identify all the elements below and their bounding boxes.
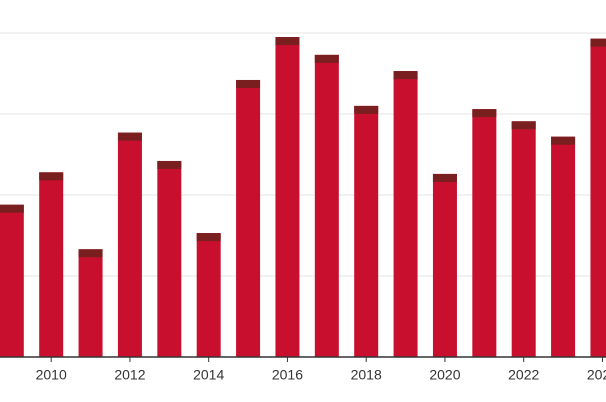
bar-cap: [511, 121, 536, 130]
bar-cap: [393, 71, 418, 80]
x-tick-label: 2014: [193, 367, 224, 383]
bar-cap: [551, 136, 576, 145]
bar: [472, 109, 497, 357]
bar-cap: [236, 79, 261, 88]
bar: [551, 136, 576, 357]
bar-cap: [0, 204, 24, 213]
bar: [393, 71, 418, 357]
bar-cap: [472, 109, 497, 118]
bar: [236, 79, 261, 357]
bar-cap: [39, 172, 64, 181]
x-tick-label: 2018: [351, 367, 382, 383]
bar: [511, 121, 536, 357]
bar: [39, 172, 64, 357]
bar-cap: [157, 160, 182, 169]
bar: [78, 249, 103, 357]
x-tick-label: 2022: [508, 367, 539, 383]
bar: [196, 233, 221, 357]
x-tick-label: 2010: [36, 367, 67, 383]
bar-cap: [196, 233, 221, 242]
x-tick-label: 2012: [114, 367, 145, 383]
bar-cap: [78, 249, 103, 258]
bar-cap: [314, 54, 339, 63]
bar: [354, 105, 379, 358]
bar-cap: [275, 37, 300, 46]
bar: [432, 173, 457, 357]
bar: [157, 160, 182, 357]
x-tick-label: 2016: [272, 367, 303, 383]
bar: [117, 132, 142, 357]
bar: [590, 38, 606, 358]
bar-cap: [117, 132, 142, 141]
bar: [275, 37, 300, 358]
bar-cap: [354, 105, 379, 114]
bar: [0, 204, 24, 357]
bar: [314, 54, 339, 358]
bar-cap: [432, 173, 457, 182]
x-tick-label: 2020: [429, 367, 460, 383]
bar-cap: [590, 38, 606, 47]
x-tick-label: 2024: [587, 367, 606, 383]
